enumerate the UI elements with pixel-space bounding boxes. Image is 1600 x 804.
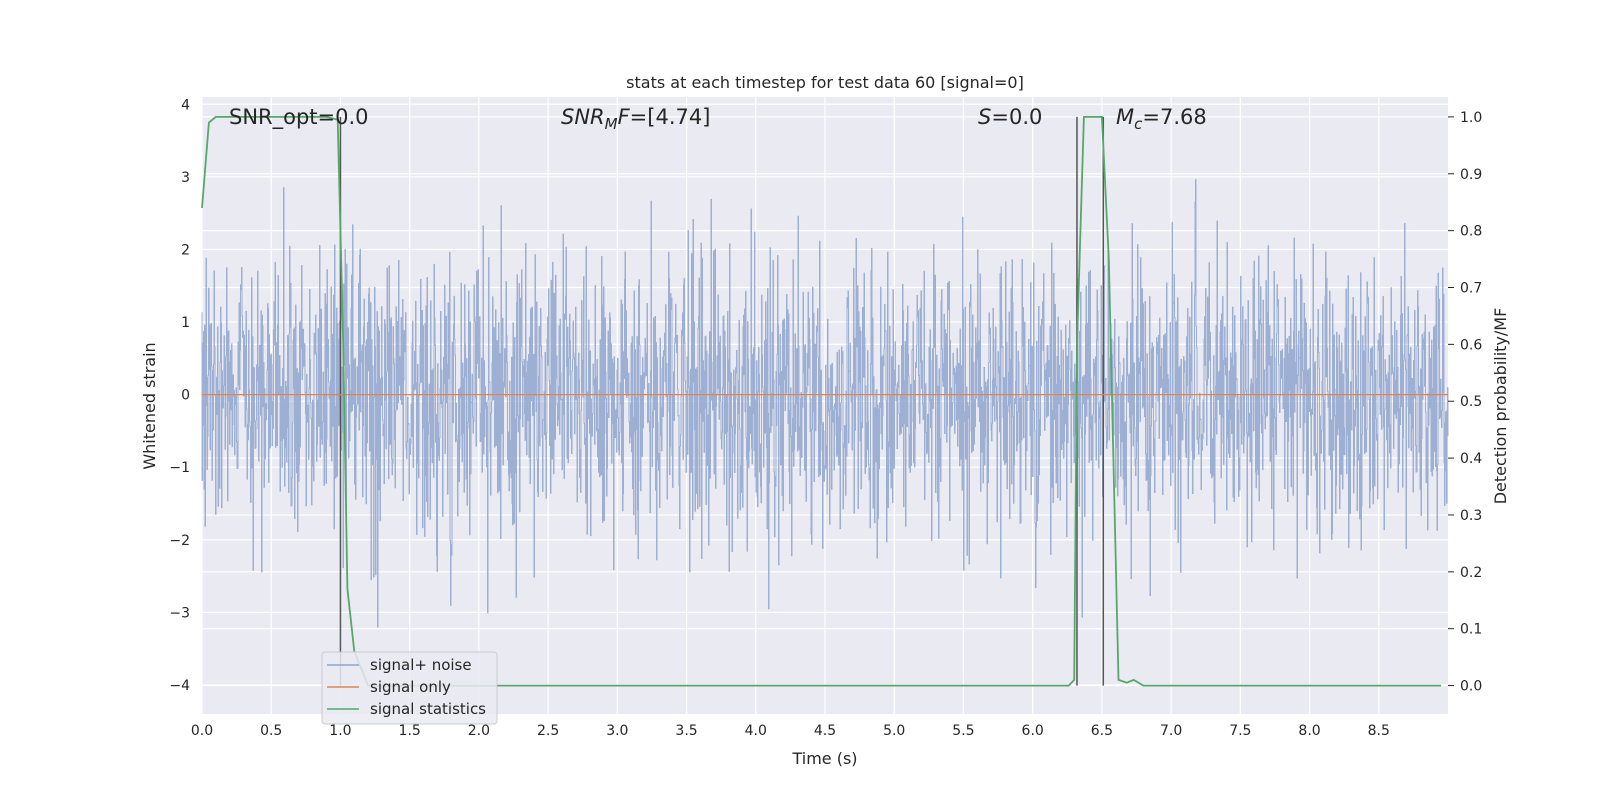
signal-statistics-series xyxy=(201,116,1442,687)
x-tick-label: 7.0 xyxy=(1160,723,1182,739)
y-tick-label-left: −3 xyxy=(169,605,190,621)
y-tick-label-right: 0.5 xyxy=(1460,394,1482,410)
y-tick-label-left: 2 xyxy=(181,242,190,258)
y-ticks-right: 1.0 0.9 0.8 0.7 0.6 0.5 0.4 0.3 0.2 0.1 0.0 xyxy=(1448,110,1482,695)
signal-noise-line xyxy=(201,179,1449,628)
x-tick-label: 5.5 xyxy=(952,723,974,739)
x-tick-label: 8.0 xyxy=(1298,723,1320,739)
legend-label-signal-only: signal only xyxy=(370,678,451,696)
y-tick-label-right: 0.1 xyxy=(1460,622,1482,638)
x-tick-label: 6.5 xyxy=(1091,723,1113,739)
x-tick-label: 1.0 xyxy=(329,723,351,739)
y-axis-label-right: Detection probability/MF xyxy=(1491,308,1510,505)
y-tick-label-left: 4 xyxy=(181,97,190,113)
x-tick-label: 0.5 xyxy=(260,723,282,739)
x-tick-label: 2.5 xyxy=(537,723,559,739)
y-tick-label-left: −2 xyxy=(169,533,190,549)
legend-label-signal-statistics: signal statistics xyxy=(370,700,486,718)
legend: signal+ noise signal only signal statist… xyxy=(321,651,498,725)
y-tick-label-right: 0.3 xyxy=(1460,508,1482,524)
x-tick-label: 4.0 xyxy=(745,723,767,739)
y-tick-label-right: 0.6 xyxy=(1460,337,1482,353)
annotation-snr-opt: SNR_opt=0.0 xyxy=(229,105,369,130)
legend-label-signal-noise: signal+ noise xyxy=(370,656,472,674)
y-tick-label-left: 3 xyxy=(181,170,190,186)
annotation-s: S=0.0 xyxy=(978,105,1042,129)
y-tick-label-right: 0.8 xyxy=(1460,224,1482,240)
annotation-mc: Mc=7.68 xyxy=(1116,105,1207,133)
chart-title: stats at each timestep for test data 60 … xyxy=(626,73,1024,92)
x-tick-label: 3.0 xyxy=(606,723,628,739)
x-tick-label: 5.0 xyxy=(883,723,905,739)
x-tick-label: 1.5 xyxy=(399,723,421,739)
y-axis-label-left: Whitened strain xyxy=(140,342,159,469)
y-tick-label-left: 0 xyxy=(181,388,190,404)
y-tick-label-right: 0.9 xyxy=(1460,167,1482,183)
signal-noise-series xyxy=(201,179,1449,628)
y-tick-label-right: 1.0 xyxy=(1460,110,1482,126)
x-tick-label: 7.5 xyxy=(1229,723,1251,739)
y-ticks-left: 4 3 2 1 0 −1 −2 −3 −4 xyxy=(169,97,190,694)
legend-box xyxy=(321,651,498,725)
y-tick-label-left: −4 xyxy=(169,678,190,694)
y-tick-label-right: 0.4 xyxy=(1460,451,1482,467)
y-tick-label-right: 0.2 xyxy=(1460,565,1482,581)
x-tick-label: 6.0 xyxy=(1022,723,1044,739)
x-ticks: 0.0 0.5 1.0 1.5 2.0 2.5 3.0 3.5 4.0 4.5 5.0 5.5 6.0 6… xyxy=(191,723,1390,739)
x-tick-label: 0.0 xyxy=(191,723,213,739)
y-tick-label-left: −1 xyxy=(169,460,190,476)
x-tick-label: 3.5 xyxy=(675,723,697,739)
x-tick-label: 4.5 xyxy=(814,723,836,739)
x-tick-label: 8.5 xyxy=(1368,723,1390,739)
annotation-snr-mf: SNRMF=[4.74] xyxy=(561,105,710,133)
signal-statistics-line xyxy=(201,116,1442,687)
x-tick-label: 2.0 xyxy=(468,723,490,739)
x-axis-label: Time (s) xyxy=(791,749,857,768)
y-tick-label-right: 0.7 xyxy=(1460,281,1482,297)
y-tick-label-right: 0.0 xyxy=(1460,679,1482,695)
y-tick-label-left: 1 xyxy=(181,315,190,331)
